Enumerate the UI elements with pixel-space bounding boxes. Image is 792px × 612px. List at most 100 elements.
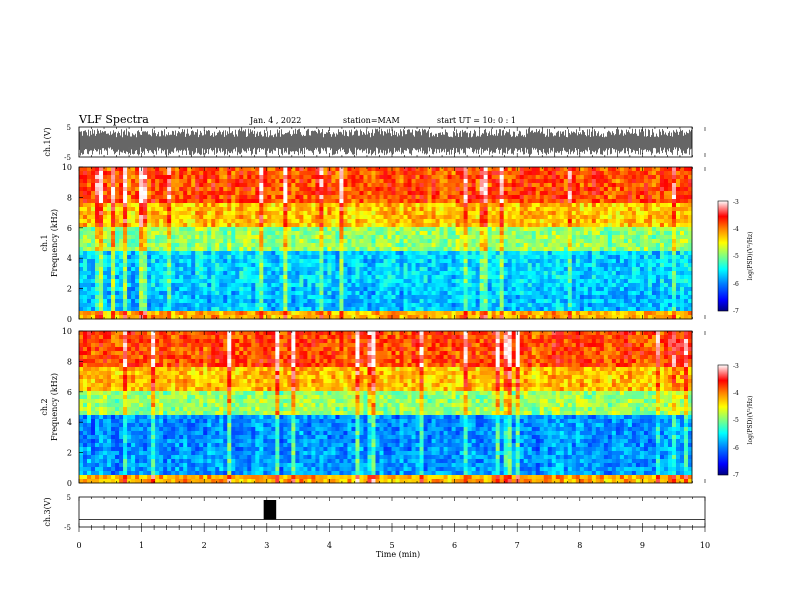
spectrogram-cell bbox=[91, 243, 96, 248]
spectrogram-cell bbox=[679, 167, 685, 172]
spectrogram-cell bbox=[383, 243, 388, 248]
spectrogram-cell bbox=[559, 179, 565, 184]
spectrogram-cell bbox=[111, 247, 116, 252]
ch1-waveform-trace bbox=[79, 128, 692, 156]
spectrogram-cell bbox=[283, 271, 288, 276]
spectrogram-cell bbox=[127, 227, 132, 232]
spectrogram-cell bbox=[575, 227, 581, 232]
spectrogram-cell bbox=[543, 211, 549, 216]
spectrogram-cell bbox=[323, 187, 328, 192]
spectrogram-cell bbox=[407, 195, 412, 200]
spectrogram-cell bbox=[155, 199, 160, 204]
spectrogram-cell bbox=[315, 179, 320, 184]
spectrogram-cell bbox=[583, 199, 589, 204]
spectrogram-cell bbox=[143, 231, 148, 236]
spectrogram-cell bbox=[563, 215, 569, 220]
spectrogram-cell bbox=[535, 179, 541, 184]
spectrogram-cell bbox=[83, 183, 88, 188]
spectrogram-cell bbox=[135, 167, 140, 172]
spectrogram-cell bbox=[387, 239, 392, 244]
spectrogram-cell bbox=[195, 263, 200, 268]
spectrogram-cell bbox=[675, 271, 681, 276]
spectrogram-cell bbox=[635, 227, 641, 232]
spectrogram-cell bbox=[383, 267, 388, 272]
spectrogram-cell bbox=[439, 259, 444, 264]
spectrogram-cell bbox=[267, 195, 272, 200]
spectrogram-cell bbox=[287, 231, 292, 236]
spectrogram-cell bbox=[635, 195, 641, 200]
spectrogram-cell bbox=[151, 175, 156, 180]
spectrogram-cell bbox=[227, 267, 232, 272]
spectrogram-cell bbox=[79, 267, 84, 272]
spectrogram-cell bbox=[455, 175, 460, 180]
spectrogram-cell bbox=[667, 199, 673, 204]
spectrogram-cell bbox=[279, 247, 284, 252]
spectrogram-cell bbox=[419, 271, 424, 276]
spectrogram-cell bbox=[367, 183, 372, 188]
spectrogram-cell bbox=[487, 227, 492, 232]
spectrogram-cell bbox=[167, 295, 172, 300]
spectrogram-cell bbox=[651, 187, 657, 192]
spectrogram-cell bbox=[563, 223, 569, 228]
spectrogram-cell bbox=[487, 203, 492, 208]
spectrogram-cell bbox=[643, 203, 649, 208]
spectrogram-cell bbox=[143, 167, 148, 172]
spectrogram-cell bbox=[283, 239, 288, 244]
spectrogram-cell bbox=[499, 267, 504, 272]
spectrogram-cell bbox=[199, 175, 204, 180]
spectrogram-cell bbox=[131, 247, 136, 252]
spectrogram-cell bbox=[319, 171, 324, 176]
spectrogram-cell bbox=[315, 175, 320, 180]
spectrogram-cell bbox=[643, 219, 649, 224]
spectrogram-cell bbox=[131, 211, 136, 216]
spectrogram-cell bbox=[223, 187, 228, 192]
spectrogram-cell bbox=[687, 195, 693, 200]
spectrogram-cell bbox=[335, 243, 340, 248]
spectrogram-cell bbox=[623, 183, 629, 188]
spectrogram-cell bbox=[547, 203, 553, 208]
spectrogram-cell bbox=[519, 279, 525, 284]
spectrogram-cell bbox=[171, 167, 176, 172]
spectrogram-cell bbox=[191, 191, 196, 196]
spectrogram-cell bbox=[647, 207, 653, 212]
spectrogram-cell bbox=[219, 283, 224, 288]
spectrogram-cell bbox=[503, 283, 508, 288]
spectrogram-cell bbox=[127, 203, 132, 208]
spectrogram-cell bbox=[379, 287, 384, 292]
spectrogram-cell bbox=[183, 183, 188, 188]
spectrogram-cell bbox=[231, 207, 236, 212]
spectrogram-cell bbox=[379, 271, 384, 276]
spectrogram-cell bbox=[191, 211, 196, 216]
spectrogram-cell bbox=[307, 255, 312, 260]
spectrogram-cell bbox=[583, 211, 589, 216]
spectrogram-cell bbox=[155, 211, 160, 216]
spectrogram-cell bbox=[183, 251, 188, 256]
spectrogram-cell bbox=[219, 275, 224, 280]
spectrogram-cell bbox=[103, 211, 108, 216]
spectrogram-cell bbox=[207, 215, 212, 220]
spectrogram-cell bbox=[607, 263, 613, 268]
spectrogram-cell bbox=[603, 231, 609, 236]
spectrogram-cell bbox=[547, 251, 553, 256]
spectrogram-cell bbox=[119, 195, 124, 200]
spectrogram-cell bbox=[155, 235, 160, 240]
spectrogram-cell bbox=[643, 271, 649, 276]
spectrogram-cell bbox=[167, 235, 172, 240]
spectrogram-cell bbox=[243, 207, 248, 212]
spectrogram-cell bbox=[587, 251, 593, 256]
spectrogram-cell bbox=[579, 187, 585, 192]
spectrogram-cell bbox=[659, 171, 665, 176]
spectrogram-cell bbox=[355, 167, 360, 172]
spectrogram-cell bbox=[187, 243, 192, 248]
spectrogram-cell bbox=[323, 207, 328, 212]
spectrogram-cell bbox=[251, 211, 256, 216]
spectrogram-cell bbox=[263, 263, 268, 268]
spectrogram-cell bbox=[211, 195, 216, 200]
spectrogram-cell bbox=[183, 271, 188, 276]
spectrogram-cell bbox=[171, 243, 176, 248]
spectrogram-cell bbox=[375, 235, 380, 240]
spectrogram-cell bbox=[399, 291, 404, 296]
spectrogram-cell bbox=[683, 211, 689, 216]
spectrogram-cell bbox=[595, 191, 601, 196]
spectrogram-cell bbox=[291, 255, 296, 260]
